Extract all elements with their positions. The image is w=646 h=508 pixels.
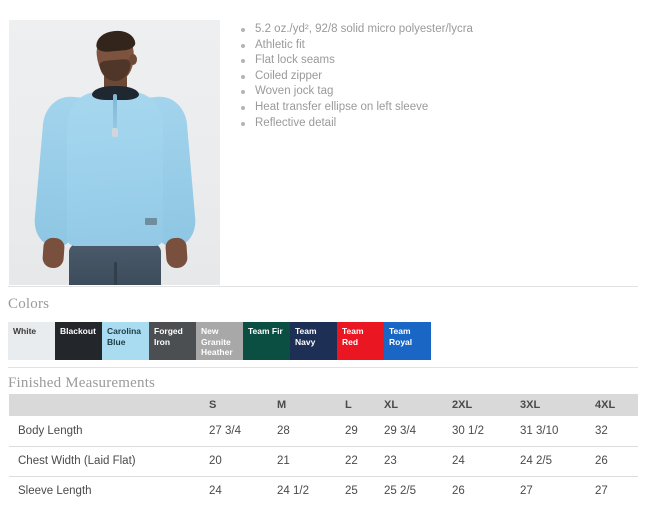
product-photo-illustration [9,20,220,285]
color-swatch-team-royal[interactable]: Team Royal [384,322,431,360]
cell-4xl: 32 [595,424,608,437]
list-item: Heat transfer ellipse on left sleeve [238,100,634,116]
cell-s: 20 [200,445,268,476]
product-overview-section: 5.2 oz./yd², 92/8 solid micro polyester/… [9,20,634,285]
column-header-l: L [336,394,375,416]
color-swatch-team-red[interactable]: Team Red [337,322,384,360]
color-swatch-carolina-blue[interactable]: Carolina Blue [102,322,149,360]
column-header-2xl: 2XL [443,394,511,416]
table-body: Body Length 27 3/4 28 29 29 3/4 30 1/2 3… [9,416,638,506]
cell-4xl: 26 [586,445,638,476]
column-header-3xl: 3XL [511,394,586,416]
list-item: Flat lock seams [238,53,634,69]
model-zipper-pull [111,128,118,137]
bullet-icon [241,90,245,95]
bullet-icon [241,28,245,32]
color-swatch-list: White Blackout Carolina Blue Forged Iron… [8,322,431,360]
feature-text: 5.2 oz./yd², 92/8 solid micro polyester/… [255,23,473,35]
color-swatch-label: New Granite Heather [201,326,233,357]
table-row: Sleeve Length 24 24 1/2 25 25 2/5 26 27 … [9,475,638,506]
color-swatch-team-navy[interactable]: Team Navy [290,322,337,360]
color-swatch-label: Team Royal [389,326,413,347]
cell-xl: 25 2/5 [375,475,443,506]
divider-above-colors [8,286,638,287]
column-header-measurement [9,394,200,416]
cell-2xl: 30 1/2 [452,424,484,437]
list-item: Woven jock tag [238,84,634,100]
cell-4xl: 27 [586,475,638,506]
model-jeans-seam [113,262,117,285]
bullet-icon [241,59,245,64]
model-ear [128,54,137,65]
column-header-xl: XL [375,394,443,416]
cell-l: 25 [336,475,375,506]
color-swatch-team-fir[interactable]: Team Fir [243,322,290,360]
list-item: 5.2 oz./yd², 92/8 solid micro polyester/… [238,22,634,38]
cell-3xl: 31 3/10 [520,424,559,437]
row-label: Chest Width (Laid Flat) [9,445,200,476]
bullet-icon [241,74,245,79]
feature-text: Coiled zipper [255,69,323,82]
model-collar [91,86,139,100]
color-swatch-new-granite-heather[interactable]: New Granite Heather [196,322,243,360]
table-header: S M L XL 2XL 3XL 4XL [9,394,638,416]
cell-s: 27 3/4 [209,424,241,437]
cell-2xl: 26 [443,475,511,506]
product-image[interactable] [9,20,220,285]
model-right-hand [164,237,188,269]
color-swatch-forged-iron[interactable]: Forged Iron [149,322,196,360]
feature-text: Athletic fit [255,38,305,51]
column-header-m: M [268,394,336,416]
list-item: Coiled zipper [238,69,634,85]
model-hair [94,29,136,53]
color-swatch-label: Team Red [342,326,364,347]
color-swatch-label: Team Navy [295,326,317,347]
cell-m: 24 1/2 [268,475,336,506]
finished-measurements-table: S M L XL 2XL 3XL 4XL Body Length 27 3/4 … [9,394,638,506]
row-label: Body Length [18,424,83,437]
model-jock-tag [144,218,157,225]
color-swatch-label: Forged Iron [154,326,183,347]
color-swatch-label: White [13,326,37,336]
column-header-4xl: 4XL [586,394,638,416]
product-feature-list: 5.2 oz./yd², 92/8 solid micro polyester/… [238,22,634,131]
cell-l: 22 [336,445,375,476]
table-row: Body Length 27 3/4 28 29 29 3/4 30 1/2 3… [9,416,638,446]
color-swatch-label: Carolina Blue [107,326,142,347]
cell-m: 28 [277,424,290,437]
cell-l: 29 [345,424,358,437]
feature-text: Reflective detail [255,116,337,129]
feature-text: Flat lock seams [255,54,335,67]
model-left-hand [41,237,65,269]
cell-s: 24 [200,475,268,506]
color-swatch-label: Blackout [60,326,96,336]
color-swatch-white[interactable]: White [8,322,55,360]
feature-text: Woven jock tag [255,85,334,98]
cell-3xl: 27 [511,475,586,506]
cell-xl: 29 3/4 [384,424,416,437]
bullet-icon [241,105,245,110]
list-item: Reflective detail [238,116,634,132]
color-swatch-blackout[interactable]: Blackout [55,322,102,360]
table-header-row: S M L XL 2XL 3XL 4XL [9,394,638,416]
bullet-icon [241,43,245,48]
row-label: Sleeve Length [9,475,200,506]
column-header-s: S [200,394,268,416]
divider-above-measurements [8,367,638,368]
table-row: Chest Width (Laid Flat) 20 21 22 23 24 2… [9,445,638,476]
color-swatch-label: Team Fir [248,326,283,336]
measurements-heading: Finished Measurements [8,375,156,391]
bullet-icon [241,121,245,126]
model-zipper-placket [112,94,117,136]
feature-text: Heat transfer ellipse on left sleeve [255,100,429,113]
cell-3xl: 24 2/5 [511,445,586,476]
list-item: Athletic fit [238,38,634,54]
colors-heading: Colors [8,296,50,312]
cell-xl: 23 [375,445,443,476]
cell-m: 21 [268,445,336,476]
cell-2xl: 24 [443,445,511,476]
